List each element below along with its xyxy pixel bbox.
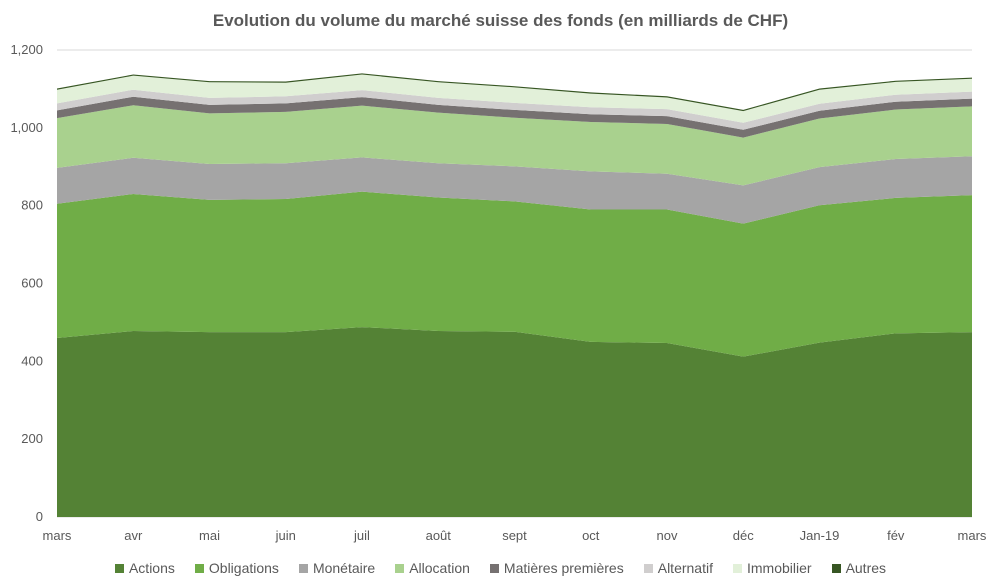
- y-tick-label: 600: [21, 276, 43, 291]
- x-tick-label: nov: [657, 528, 678, 543]
- legend-item: Autres: [831, 560, 887, 576]
- x-tick-label: juil: [353, 528, 370, 543]
- stacked-areas: [57, 73, 972, 517]
- chart-title: Evolution du volume du marché suisse des…: [212, 11, 789, 30]
- y-tick-label: 1,200: [10, 42, 43, 57]
- legend-swatch: [732, 563, 742, 573]
- legend-label: Monétaire: [312, 560, 376, 576]
- legend-label: Autres: [845, 560, 887, 576]
- x-tick-label: mars: [43, 528, 72, 543]
- y-tick-label: 0: [36, 509, 43, 524]
- legend-item: Actions: [114, 560, 175, 576]
- legend-item: Obligations: [194, 560, 279, 576]
- x-tick-label: sept: [502, 528, 527, 543]
- legend-swatch: [395, 563, 405, 573]
- x-tick-label: mars: [958, 528, 987, 543]
- legend-label: Matières premières: [503, 560, 624, 576]
- x-tick-label: août: [426, 528, 452, 543]
- x-tick-label: déc: [733, 528, 754, 543]
- legend-swatch: [643, 563, 653, 573]
- area-series-monétaire: [57, 156, 972, 224]
- legend-swatch: [489, 563, 499, 573]
- legend-label: Allocation: [409, 560, 470, 576]
- legend-label: Actions: [128, 560, 175, 576]
- legend-swatch: [831, 563, 841, 573]
- area-series-actions: [57, 327, 972, 517]
- legend-label: Obligations: [208, 560, 279, 576]
- x-tick-label: Jan-19: [800, 528, 840, 543]
- legend: Actions Obligations Monétaire Allocation Mat…: [0, 558, 1001, 578]
- y-tick-label: 200: [21, 431, 43, 446]
- area-series-alternatif: [57, 89, 972, 130]
- x-tick-label: mai: [199, 528, 220, 543]
- y-tick-label: 1,000: [10, 120, 43, 135]
- x-tick-label: fév: [887, 528, 905, 543]
- legend-swatch: [194, 563, 204, 573]
- x-axis: mars avr mai juin juil août sept oct nov déc Jan-1…: [43, 528, 987, 543]
- legend-item: Matières premières: [489, 560, 624, 576]
- area-series-matières-premières: [57, 96, 972, 138]
- legend-label: Immobilier: [746, 560, 812, 576]
- x-tick-label: oct: [582, 528, 600, 543]
- x-tick-label: juin: [275, 528, 296, 543]
- legend-item: Monétaire: [298, 560, 376, 576]
- legend-swatch: [298, 563, 308, 573]
- legend-item: Immobilier: [732, 560, 812, 576]
- y-tick-label: 400: [21, 353, 43, 368]
- y-axis: 0 200 400 600 800 1,000 1,200: [10, 42, 43, 524]
- legend-label: Alternatif: [657, 560, 713, 576]
- x-tick-label: avr: [124, 528, 143, 543]
- y-tick-label: 800: [21, 198, 43, 213]
- area-series-allocation: [57, 105, 972, 186]
- area-series-immobilier: [57, 74, 972, 123]
- legend-swatch: [114, 563, 124, 573]
- legend-item: Allocation: [395, 560, 470, 576]
- area-series-obligations: [57, 191, 972, 357]
- legend-item: Alternatif: [643, 560, 713, 576]
